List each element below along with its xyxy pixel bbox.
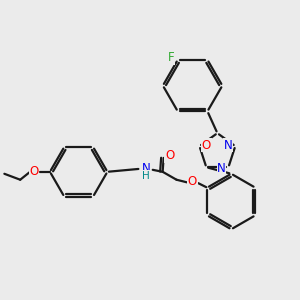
Text: F: F (167, 51, 174, 64)
Text: O: O (202, 139, 211, 152)
Text: H: H (142, 171, 150, 181)
Text: N: N (141, 162, 150, 175)
Text: N: N (224, 139, 233, 152)
Text: O: O (29, 165, 39, 178)
Text: N: N (217, 162, 226, 175)
Text: O: O (188, 175, 197, 188)
Text: O: O (165, 149, 174, 162)
